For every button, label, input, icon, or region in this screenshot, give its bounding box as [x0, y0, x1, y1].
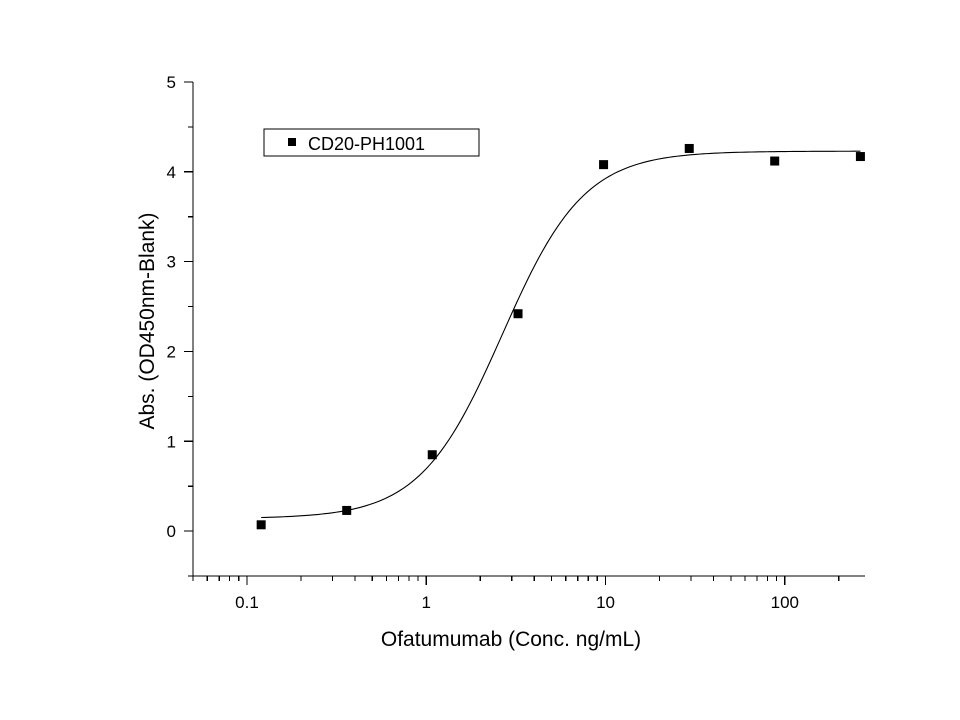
fit-curve-layer — [261, 150, 861, 519]
axes: 0 1 2 3 4 5 0.1 1 10 100 — [167, 73, 865, 612]
data-point — [599, 160, 609, 170]
x-tick-label: 1 — [422, 593, 431, 612]
y-tick-label: 0 — [167, 522, 176, 541]
data-point — [342, 505, 352, 515]
data-point — [770, 156, 780, 166]
x-tick-label: 100 — [771, 593, 799, 612]
legend-marker — [288, 138, 296, 146]
legend-label: CD20-PH1001 — [308, 134, 425, 154]
y-tick-label: 1 — [167, 432, 176, 451]
data-point — [427, 450, 437, 460]
data-point — [684, 143, 694, 153]
x-axis-title: Ofatumumab (Conc. ng/mL) — [381, 628, 641, 651]
data-points — [256, 143, 865, 530]
legend: CD20-PH1001 — [263, 128, 480, 157]
y-axis-title: Abs. (OD450nm-Blank) — [136, 212, 159, 429]
data-point — [855, 152, 865, 162]
y-tick-label: 5 — [167, 73, 176, 92]
y-tick-label: 3 — [167, 253, 176, 272]
data-point — [256, 520, 266, 530]
y-tick-label: 4 — [167, 163, 176, 182]
data-point — [513, 309, 523, 319]
x-tick-label: 10 — [596, 593, 615, 612]
x-tick-label: 0.1 — [235, 593, 259, 612]
legend-box — [263, 128, 480, 157]
fit-curve — [261, 150, 861, 519]
y-tick-label: 2 — [167, 342, 176, 361]
